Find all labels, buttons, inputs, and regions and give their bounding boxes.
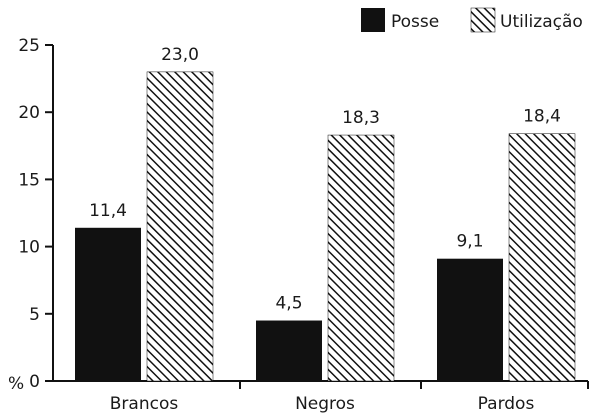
data-label: 18,3 [342,108,380,128]
bar-brancos-posse [75,227,141,381]
legend: Posse Utilização [361,7,583,33]
category-label: Brancos [110,394,179,414]
data-label: 4,5 [275,294,302,314]
bar-pardos-posse [437,258,503,381]
bar-negros-posse [256,320,322,381]
data-label: 18,4 [523,107,561,127]
labels: 11,4 23,0 Brancos 4,5 18,3 Negros 9,1 18,4 Pardo… [89,45,561,414]
bar-pardos-utilizacao [508,133,576,382]
data-label: 9,1 [456,232,483,252]
data-label: 23,0 [161,45,199,65]
y-tick-label: 5 [29,305,40,325]
y-tick-label: 20 [18,103,40,123]
y-tick-label: 0 [29,372,40,392]
legend-swatch-posse [361,8,385,32]
y-tick-label: 10 [18,238,40,258]
bar-brancos-utilizacao [146,71,214,382]
legend-label-posse: Posse [391,12,439,32]
category-label: Negros [295,394,355,414]
bar-negros-utilizacao [327,134,395,382]
bars [75,71,576,382]
legend-label-utilizacao: Utilização [500,12,583,32]
data-label: 11,4 [89,201,127,221]
category-label: Pardos [478,394,535,414]
y-unit-label: % [8,374,24,394]
y-tick-label: 25 [18,36,40,56]
legend-swatch-utilizacao [470,7,496,33]
y-tick-label: 15 [18,170,40,190]
